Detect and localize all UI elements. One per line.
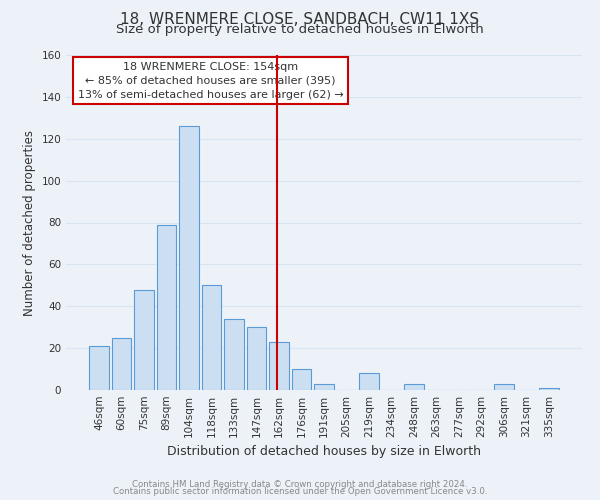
- Text: 18, WRENMERE CLOSE, SANDBACH, CW11 1XS: 18, WRENMERE CLOSE, SANDBACH, CW11 1XS: [121, 12, 479, 28]
- X-axis label: Distribution of detached houses by size in Elworth: Distribution of detached houses by size …: [167, 446, 481, 458]
- Bar: [224, 319, 244, 390]
- Bar: [404, 384, 424, 390]
- Bar: [179, 126, 199, 390]
- Bar: [292, 369, 311, 390]
- Bar: [494, 384, 514, 390]
- Bar: [314, 384, 334, 390]
- Bar: [89, 346, 109, 390]
- Bar: [539, 388, 559, 390]
- Text: Contains public sector information licensed under the Open Government Licence v3: Contains public sector information licen…: [113, 488, 487, 496]
- Bar: [202, 286, 221, 390]
- Text: Size of property relative to detached houses in Elworth: Size of property relative to detached ho…: [116, 22, 484, 36]
- Text: Contains HM Land Registry data © Crown copyright and database right 2024.: Contains HM Land Registry data © Crown c…: [132, 480, 468, 489]
- Bar: [134, 290, 154, 390]
- Y-axis label: Number of detached properties: Number of detached properties: [23, 130, 36, 316]
- Bar: [247, 327, 266, 390]
- Text: 18 WRENMERE CLOSE: 154sqm
← 85% of detached houses are smaller (395)
13% of semi: 18 WRENMERE CLOSE: 154sqm ← 85% of detac…: [77, 62, 343, 100]
- Bar: [112, 338, 131, 390]
- Bar: [269, 342, 289, 390]
- Bar: [157, 224, 176, 390]
- Bar: [359, 373, 379, 390]
